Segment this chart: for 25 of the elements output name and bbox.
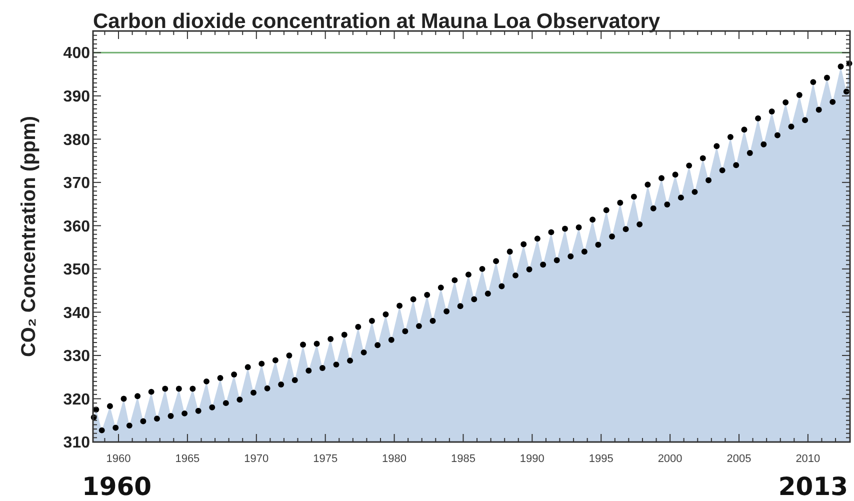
x-tick-label: 1990 [520, 453, 544, 465]
y-tick-label: 340 [63, 304, 90, 322]
text: 2013 [778, 472, 848, 501]
chart-title: Carbon dioxide concentration at Mauna Loa Observatory [93, 10, 660, 33]
y-tick-label: 330 [63, 348, 90, 366]
x-tick-label: 1965 [175, 453, 200, 465]
x-tick-label: 2010 [796, 453, 820, 465]
y-tick-label: 400 [63, 45, 90, 62]
y-tick-label: 390 [63, 88, 90, 106]
y-axis-title: CO₂ Concentration (ppm) [18, 116, 40, 358]
x-tick-label: 1960 [106, 453, 131, 465]
y-tick-label: 350 [63, 262, 90, 279]
text: 1960 [82, 472, 152, 501]
x-tick-label: 1980 [382, 453, 407, 465]
x-tick-label: 1995 [588, 453, 614, 465]
x-tick-label: 1970 [244, 453, 269, 465]
y-tick-label: 380 [63, 132, 90, 149]
y-tick-label: 310 [63, 434, 90, 452]
x-tick-label: 2000 [658, 453, 682, 465]
y-tick-label: 360 [63, 218, 90, 236]
x-tick-label: 2005 [726, 453, 752, 465]
y-tick-label: 320 [63, 391, 90, 408]
x-tick-label: 1985 [450, 453, 476, 465]
y-tick-label: 370 [63, 175, 90, 192]
x-tick-label: 1975 [313, 453, 338, 465]
